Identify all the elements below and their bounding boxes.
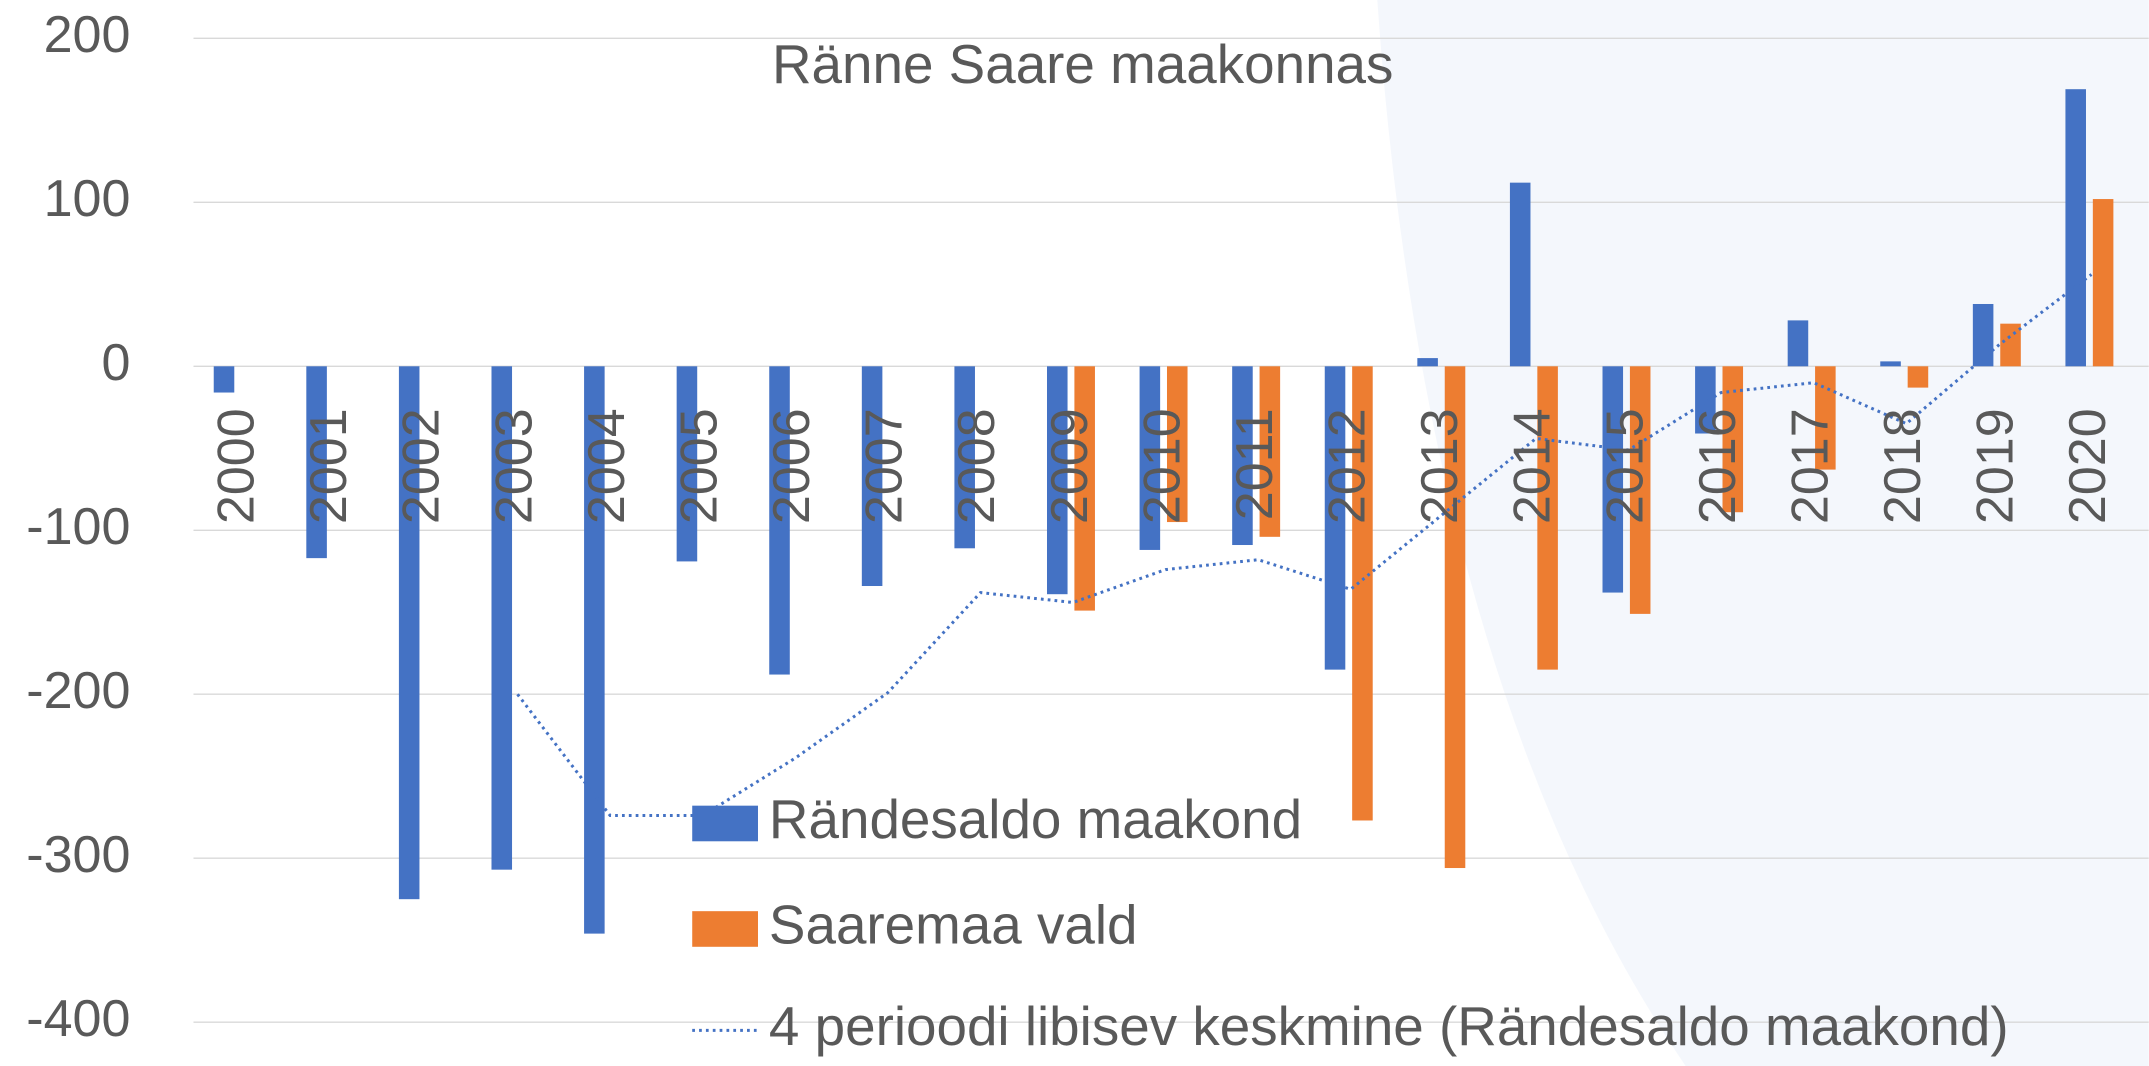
x-tick-label: 2017 (1781, 408, 1839, 524)
bar (1908, 366, 1929, 387)
x-tick-label: 2019 (1967, 408, 2025, 524)
x-tick-label: 2012 (1319, 408, 1377, 524)
legend-swatch (692, 911, 758, 947)
bar (1973, 304, 1994, 366)
bar (2065, 89, 2086, 366)
x-tick-label: 2006 (763, 408, 821, 524)
x-tick-label: 2009 (1041, 408, 1099, 524)
y-tick-label: 200 (44, 6, 131, 64)
x-tick-label: 2010 (1133, 408, 1191, 524)
x-tick-label: 2002 (393, 408, 451, 524)
chart-title: Ränne Saare maakonnas (772, 33, 1393, 95)
y-tick-label: -300 (26, 826, 130, 884)
bar (1417, 358, 1438, 366)
x-tick-label: 2008 (948, 408, 1006, 524)
page: {"chart_data": { "type": "bar", "title":… (0, 0, 2149, 1066)
x-tick-label: 2011 (1226, 408, 1284, 520)
bar (2000, 324, 2021, 367)
x-tick-label: 2004 (578, 408, 636, 524)
y-tick-label: -400 (26, 990, 130, 1048)
legend-item: Rändesaldo maakond (692, 788, 1302, 850)
bar (1788, 320, 1809, 366)
legend-label: Rändesaldo maakond (769, 788, 1302, 850)
x-tick-label: 2005 (670, 408, 728, 524)
bar (1880, 361, 1901, 366)
x-tick-label: 2020 (2059, 408, 2117, 524)
x-tick-label: 2001 (300, 408, 358, 524)
legend-label: 4 perioodi libisev keskmine (Rändesaldo … (769, 995, 2009, 1057)
bar (2093, 199, 2114, 366)
watermark (1377, 0, 2148, 1066)
bar (214, 366, 235, 392)
x-tick-label: 2016 (1689, 408, 1747, 524)
x-tick-label: 2015 (1596, 408, 1654, 524)
x-tick-label: 2018 (1874, 408, 1932, 524)
y-tick-label: -100 (26, 498, 130, 556)
x-tick-label: 2014 (1504, 408, 1562, 524)
legend-swatch (692, 806, 758, 842)
bar (1510, 183, 1531, 367)
x-tick-label: 2013 (1411, 408, 1469, 524)
legend-item: 4 perioodi libisev keskmine (Rändesaldo … (692, 995, 2008, 1057)
x-tick-label: 2000 (208, 408, 266, 524)
chart: Ränne Saare maakonnas -400 -300 -200 -100 0 1… (0, 0, 2149, 1066)
x-tick-label: 2003 (485, 408, 543, 524)
y-tick-label: 100 (44, 170, 131, 228)
y-tick-label: -200 (26, 662, 130, 720)
y-tick-label: 0 (101, 334, 130, 392)
legend-label: Saaremaa vald (769, 893, 1138, 955)
legend-item: Saaremaa vald (692, 893, 1137, 955)
x-tick-label: 2007 (856, 408, 914, 524)
